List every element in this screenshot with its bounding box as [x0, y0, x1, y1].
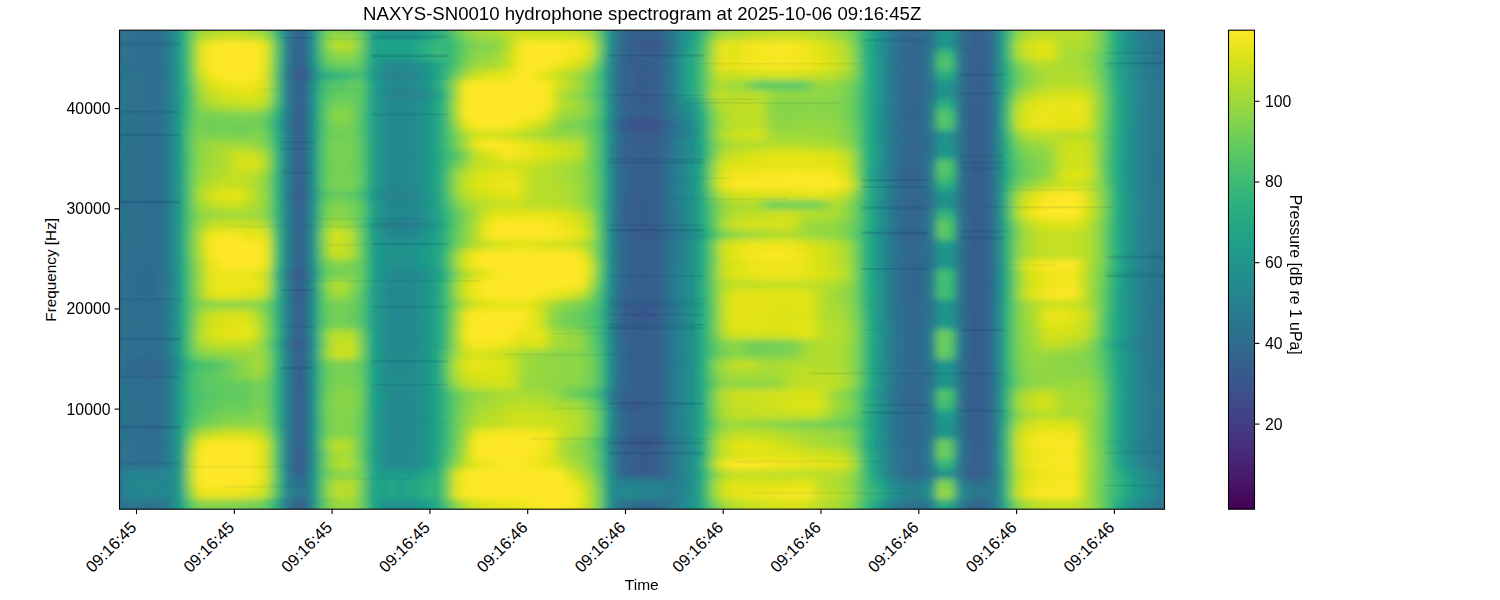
svg-text:Time: Time: [625, 576, 659, 593]
svg-text:20: 20: [1265, 416, 1283, 433]
svg-text:40000: 40000: [67, 100, 111, 117]
svg-text:60: 60: [1265, 254, 1283, 271]
svg-text:10000: 10000: [67, 401, 111, 418]
svg-text:30000: 30000: [67, 200, 111, 217]
svg-text:40: 40: [1265, 335, 1283, 352]
svg-text:100: 100: [1265, 93, 1292, 110]
svg-text:Frequency [Hz]: Frequency [Hz]: [42, 218, 59, 322]
svg-text:80: 80: [1265, 173, 1283, 190]
svg-text:NAXYS-SN0010 hydrophone spectr: NAXYS-SN0010 hydrophone spectrogram at 2…: [363, 3, 921, 24]
svg-text:20000: 20000: [67, 300, 111, 317]
svg-text:Pressure [dB re 1 uPa]: Pressure [dB re 1 uPa]: [1287, 195, 1304, 355]
